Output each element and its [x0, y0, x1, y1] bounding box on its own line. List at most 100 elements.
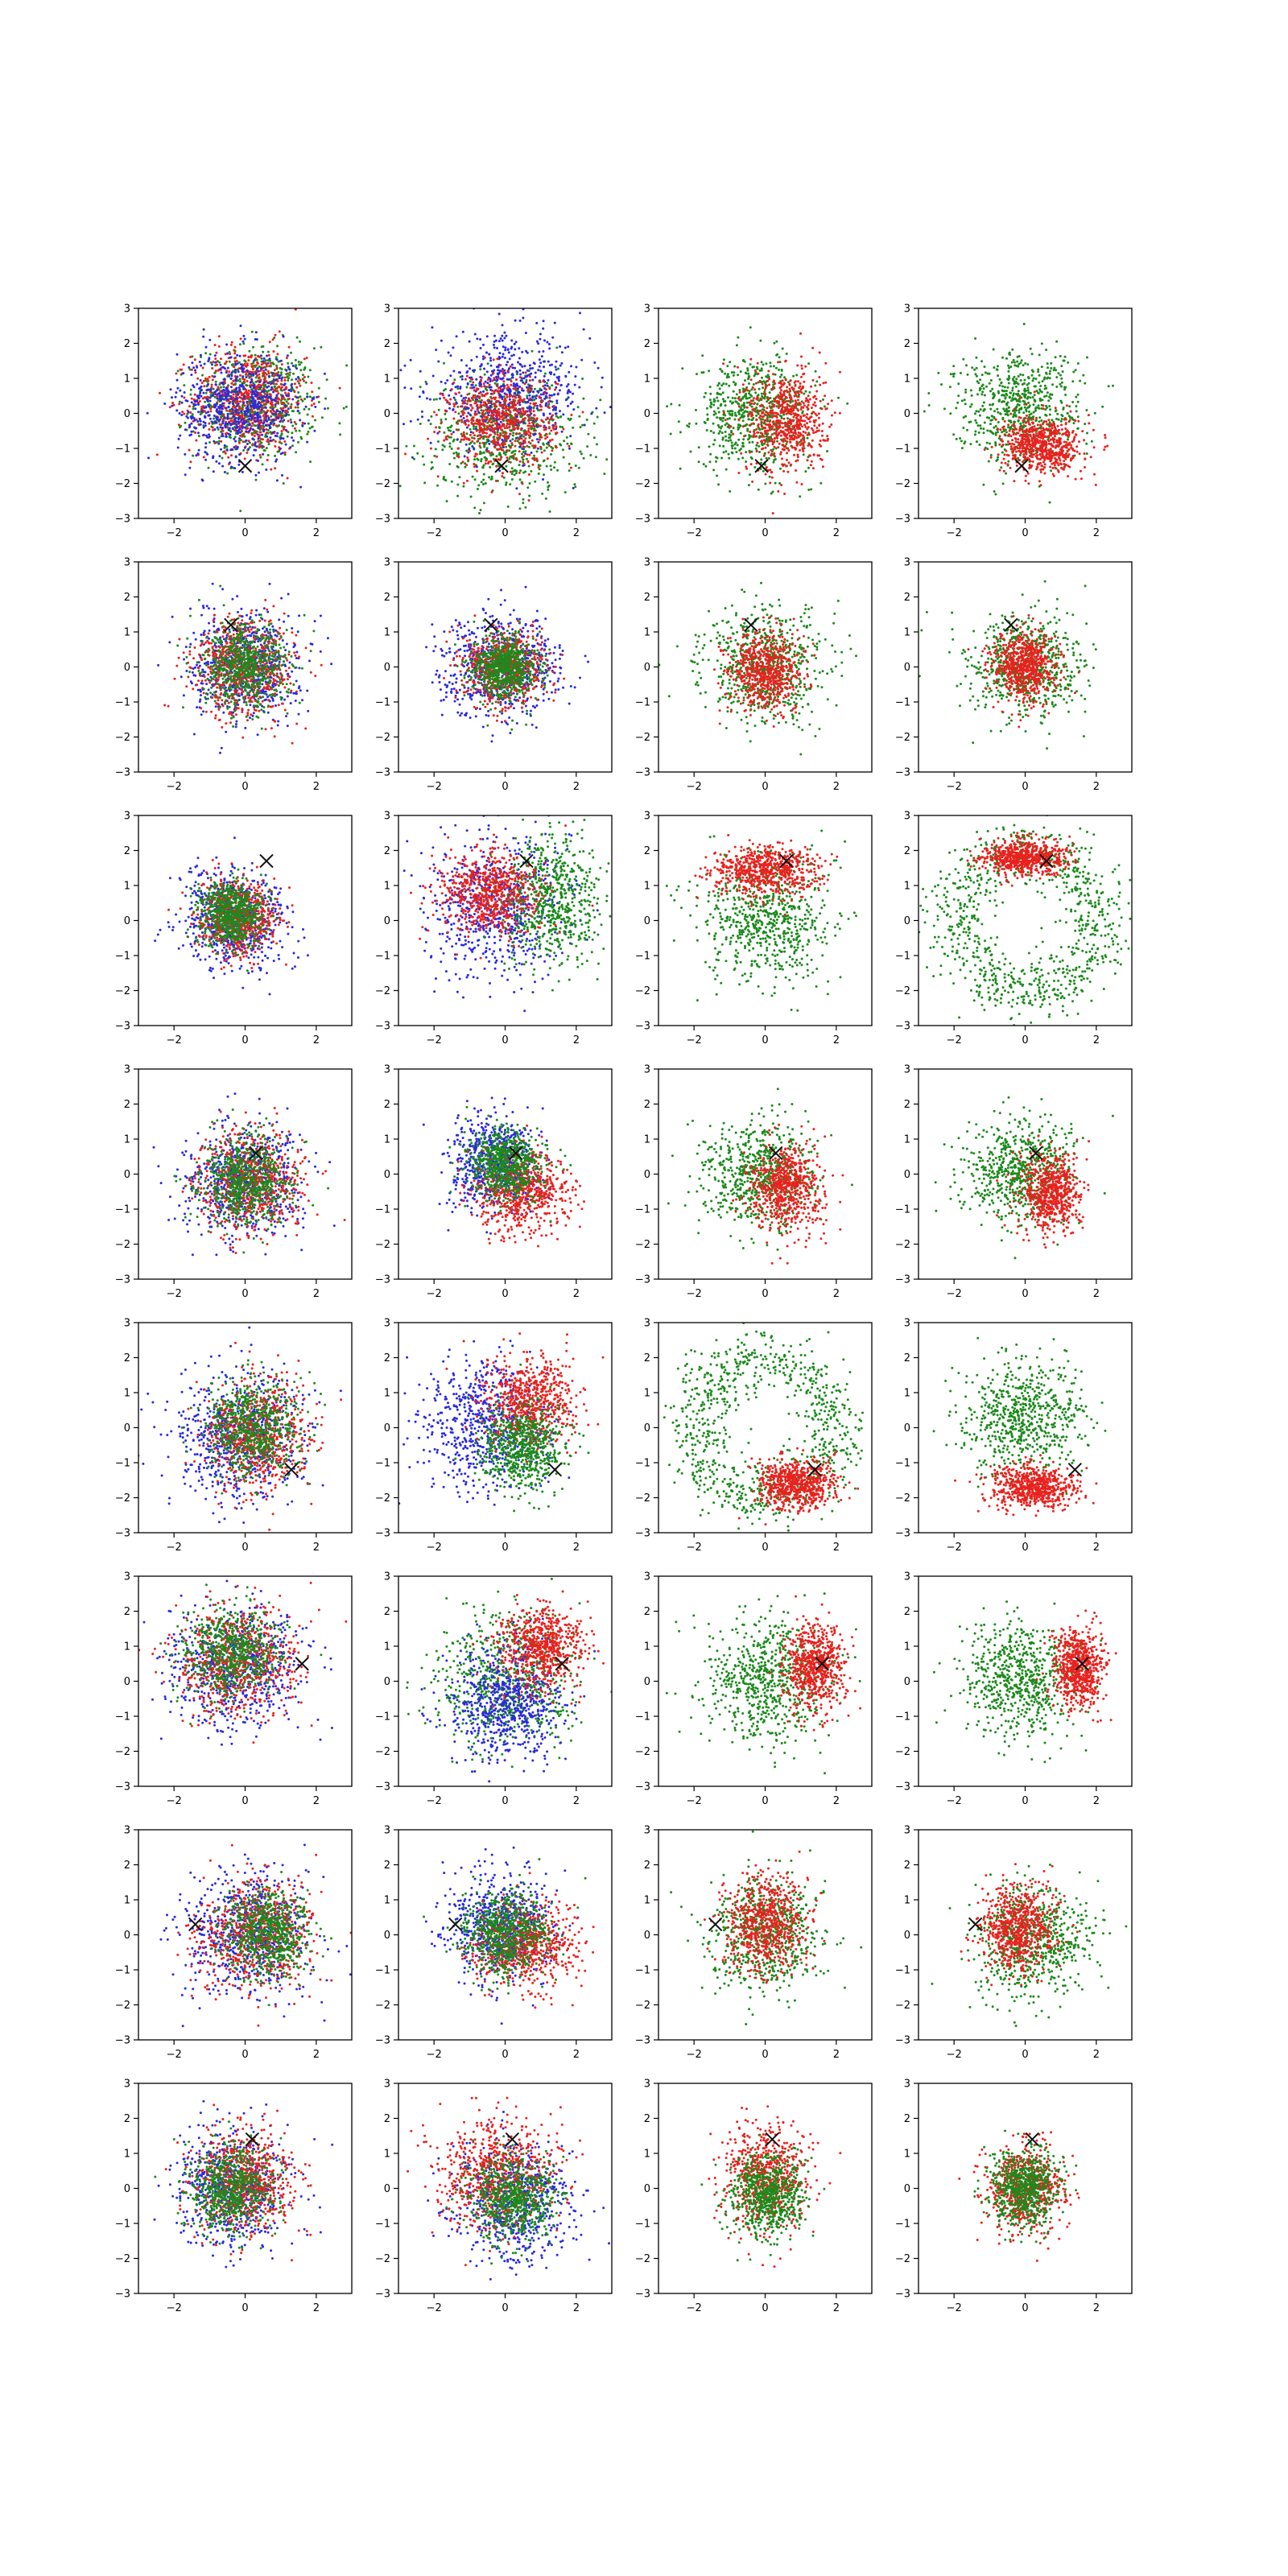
y-tick-label: 3: [384, 1825, 390, 1837]
x-marker: [744, 617, 758, 633]
subplot-r7-c0: −2 0 2 −3 −2 −1 0 1 2 3: [115, 2079, 353, 2314]
point-cloud: [152, 1092, 346, 1257]
green-points: [176, 584, 316, 730]
y-tick-label: 2: [644, 592, 650, 604]
ring-points: [919, 815, 1132, 1026]
x-marker: [765, 2132, 780, 2147]
y-tick-label: 0: [124, 408, 130, 420]
y-tick-label: 1: [124, 1134, 130, 1146]
green-points: [398, 346, 609, 514]
y-tick-label: −3: [895, 2035, 910, 2047]
y-tick-label: 2: [124, 1352, 130, 1364]
subplot-r3-c1: −2 0 2 −3 −2 −1 0 1 2 3: [375, 1064, 613, 1300]
y-tick-label: −3: [375, 1021, 390, 1033]
y-tick-label: 2: [384, 2113, 390, 2125]
x-tick-label: −2: [687, 2049, 702, 2061]
x-marker: [1004, 617, 1018, 633]
y-tick-label: −2: [895, 2000, 910, 2012]
y-tick-label: 0: [904, 1676, 910, 1688]
y-tick-label: −1: [375, 1965, 390, 1977]
y-tick-label: 0: [124, 915, 130, 927]
subplot-r0-c1: −2 0 2 −3 −2 −1 0 1 2 3: [375, 303, 613, 539]
y-tick-label: −2: [895, 1746, 910, 1758]
y-tick-label: 3: [644, 557, 650, 569]
x-tick-label: 0: [762, 781, 768, 793]
x-marker: [769, 1146, 783, 1161]
point-cloud: [932, 1336, 1107, 1517]
y-tick-label: 1: [384, 1388, 390, 1400]
x-tick-label: 0: [1022, 1795, 1028, 1807]
x-marker: [295, 1657, 309, 1671]
y-tick-label: 0: [904, 915, 910, 927]
x-tick-label: 0: [242, 1795, 248, 1807]
y-tick-label: −1: [375, 444, 390, 456]
y-tick-label: 0: [644, 1169, 650, 1181]
green-points: [454, 1363, 590, 1513]
red-points: [769, 1595, 862, 1732]
y-tick-label: 3: [124, 1825, 130, 1837]
y-tick-label: 3: [644, 1064, 650, 1076]
y-tick-label: 3: [124, 1571, 130, 1583]
x-tick-label: −2: [687, 1542, 702, 1554]
point-cloud: [398, 1332, 605, 1513]
y-tick-label: −3: [895, 1274, 910, 1286]
point-cloud: [146, 308, 349, 513]
y-tick-label: −1: [635, 697, 650, 709]
y-tick-label: 2: [384, 845, 390, 857]
y-tick-label: 0: [124, 1676, 130, 1688]
y-tick-label: 0: [384, 408, 390, 420]
y-tick-label: −2: [115, 1492, 130, 1505]
y-tick-label: −3: [115, 2035, 130, 2047]
x-tick-label: 2: [833, 1288, 840, 1300]
subplot-r2-c0: −2 0 2 −3 −2 −1 0 1 2 3: [115, 811, 353, 1046]
x-tick-label: 2: [573, 2049, 580, 2061]
red-points: [703, 1850, 826, 1984]
x-marker: [1039, 853, 1054, 869]
subplot-r2-c1: −2 0 2 −3 −2 −1 0 1 2 3: [375, 811, 613, 1046]
y-tick-label: 3: [904, 2079, 910, 2091]
x-tick-label: 2: [1093, 1542, 1100, 1554]
green-points: [453, 619, 551, 731]
x-tick-label: −2: [167, 1795, 182, 1807]
y-tick-label: 2: [644, 1099, 650, 1111]
y-tick-label: −1: [895, 1458, 910, 1470]
x-tick-label: 2: [573, 1795, 580, 1807]
x-tick-label: 2: [313, 1542, 320, 1554]
y-tick-label: 1: [384, 374, 390, 386]
y-tick-label: −1: [895, 1204, 910, 1216]
point-cloud: [407, 2096, 610, 2281]
y-tick-label: 2: [904, 845, 910, 857]
y-tick-label: 3: [124, 1318, 130, 1330]
x-tick-label: −2: [167, 781, 182, 793]
y-tick-label: 2: [124, 845, 130, 857]
y-tick-label: −3: [115, 1781, 130, 1794]
x-tick-label: 2: [833, 2302, 840, 2314]
y-tick-label: 0: [124, 2183, 130, 2195]
x-tick-label: 0: [242, 2049, 248, 2061]
y-tick-label: 3: [904, 557, 910, 569]
y-tick-label: 0: [124, 662, 130, 674]
point-cloud: [919, 580, 1097, 750]
red-points: [1035, 1609, 1117, 1724]
y-tick-label: −2: [375, 732, 390, 744]
y-tick-label: 2: [124, 2113, 130, 2125]
y-tick-label: 3: [644, 1825, 650, 1837]
y-tick-label: 3: [124, 2079, 130, 2091]
x-tick-label: 0: [1022, 1542, 1028, 1554]
y-tick-label: 0: [904, 408, 910, 420]
x-marker: [188, 1917, 203, 1932]
point-cloud: [919, 815, 1132, 1026]
y-tick-label: −1: [115, 444, 130, 456]
x-tick-label: 2: [573, 527, 580, 539]
red-points: [954, 1454, 1098, 1517]
y-tick-label: 0: [384, 1422, 390, 1435]
y-tick-label: 3: [644, 2079, 650, 2091]
y-tick-label: 2: [904, 1860, 910, 1872]
y-tick-label: 2: [124, 592, 130, 604]
x-tick-label: −2: [427, 1542, 442, 1554]
x-tick-label: −2: [947, 1542, 962, 1554]
y-tick-label: −1: [115, 1965, 130, 1977]
y-tick-label: −2: [895, 478, 910, 490]
y-tick-label: 3: [124, 303, 130, 316]
y-tick-label: 3: [384, 1571, 390, 1583]
